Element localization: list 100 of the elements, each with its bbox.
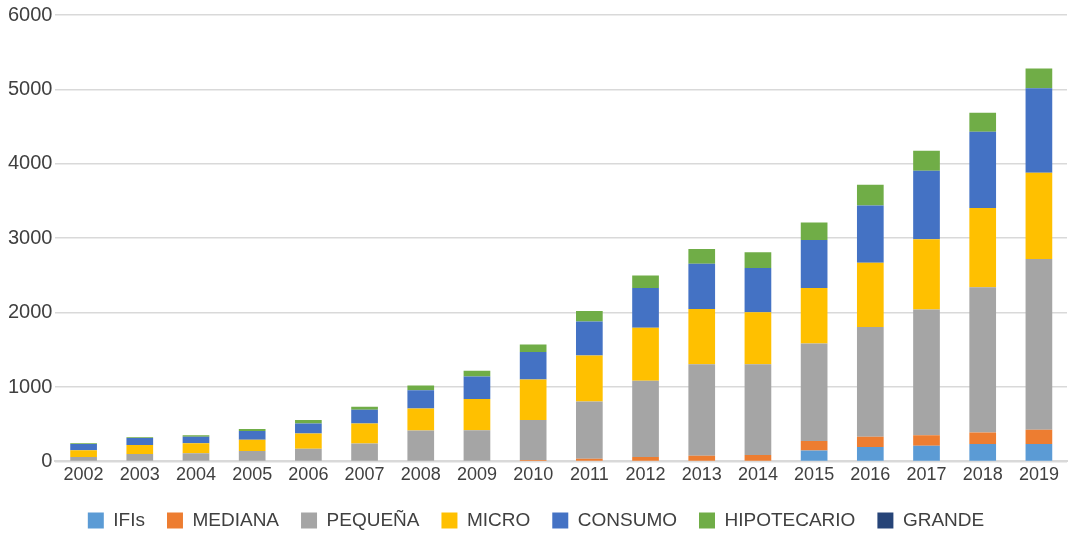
legend-label: MICRO [466,508,531,530]
bar [126,453,154,461]
bar [688,263,716,309]
bar [744,252,772,268]
bar [969,287,997,433]
bar [1025,259,1053,430]
bar [632,456,659,461]
bar [182,443,210,454]
bar [238,430,266,440]
bar [688,364,716,456]
x-tick-label: 2016 [850,464,891,485]
x-tick-label: 2015 [794,464,835,485]
bar [519,379,547,421]
bar [913,150,940,171]
bar [351,406,378,410]
y-tick-label: 2000 [7,300,53,323]
bar [182,436,210,444]
y-tick-label: 0 [41,448,53,471]
x-tick-label: 2018 [962,464,1003,485]
x-tick-label: 2003 [119,464,160,485]
bar [856,184,884,206]
bar [744,364,772,456]
bar [1025,68,1053,89]
y-tick-label: 6000 [7,2,53,25]
legend-label: HIPOTECARIO [724,508,856,530]
x-tick-label: 2014 [737,464,778,485]
bar [295,433,322,449]
bar [632,380,659,457]
bar [519,344,547,353]
legend-label: MEDIANA [192,508,280,530]
bar [126,437,154,446]
bar [913,309,940,436]
bar [1025,172,1053,260]
bar [913,445,940,461]
bar [632,327,659,381]
bar [800,343,828,441]
bar [856,262,884,328]
x-tick-label: 2011 [569,464,609,485]
bar [295,423,322,434]
x-tick-label: 2004 [175,464,216,485]
bar [576,355,603,402]
bar [856,446,884,461]
bar [744,312,772,365]
bar [463,398,491,431]
x-tick-label: 2006 [288,464,329,485]
bar [800,240,828,289]
bar [969,432,997,444]
bar [1025,88,1053,173]
legend-label: CONSUMO [577,508,678,530]
bar [351,423,378,444]
bar [856,205,884,263]
bar [913,435,940,446]
bar [744,267,772,313]
bar [688,308,716,365]
x-tick-label: 2017 [906,464,947,485]
bar [632,288,659,328]
bar [913,170,940,240]
bar [576,311,603,322]
bar [1025,443,1053,461]
bar [463,376,491,399]
y-tick-label: 4000 [7,151,53,174]
x-tick-label: 2009 [456,464,497,485]
bar [744,455,772,461]
bar [800,440,828,451]
bar [295,420,322,424]
bar [407,390,435,409]
bar [969,112,997,132]
bar [969,208,997,288]
bar [182,453,210,461]
bar [688,455,716,461]
bar [576,321,603,356]
bar [70,450,97,457]
bar [576,401,603,459]
bar [70,443,97,451]
bar [800,450,828,461]
bar [351,409,378,424]
bar [407,408,435,431]
bar [463,430,491,461]
legend-label: PEQUEÑA [326,508,420,530]
x-tick-label: 2007 [344,464,385,485]
bar [800,288,828,344]
x-tick-label: 2008 [400,464,441,485]
bar [70,456,97,461]
bar [856,327,884,437]
x-tick-label: 2019 [1018,464,1059,485]
bar [295,448,322,461]
y-tick-label: 5000 [7,76,53,99]
bar [856,436,884,447]
x-tick-label: 2013 [681,464,722,485]
bar [238,450,266,461]
x-tick-label: 2002 [63,464,104,485]
bar [519,352,547,380]
bar [519,420,547,460]
bar [463,370,491,377]
bar [800,222,828,241]
legend-label: IFIs [113,508,145,530]
x-tick-label: 2010 [513,464,554,485]
bar [632,275,659,289]
x-tick-label: 2012 [625,464,666,485]
bar [913,239,940,310]
